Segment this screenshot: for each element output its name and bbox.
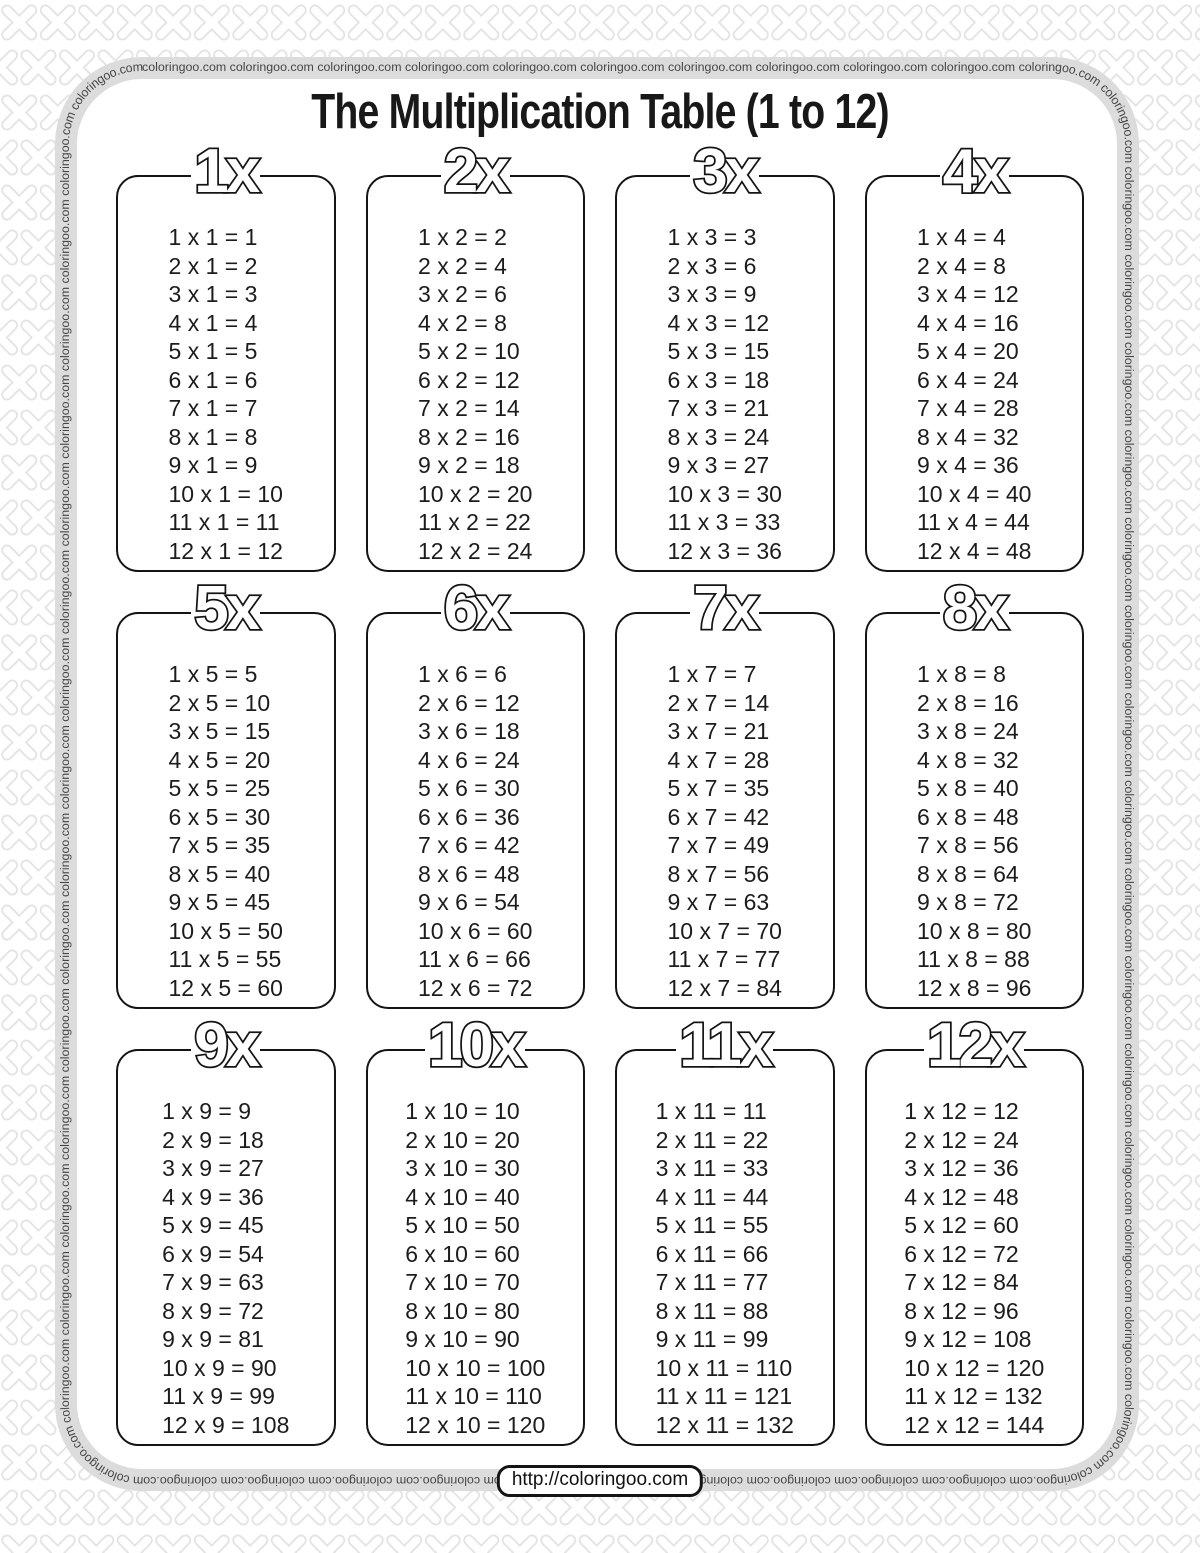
table-header-label: 3x	[690, 137, 761, 206]
table-cell: 9x 1 x 9 = 9 2 x 9 = 18 3 x 9 = 27 4 x 9…	[116, 1011, 336, 1446]
table-cell: 4x 1 x 4 = 4 2 x 4 = 8 3 x 4 = 12 4 x 4 …	[864, 137, 1085, 572]
equation-list: 1 x 6 = 6 2 x 6 = 12 3 x 6 = 18 4 x 6 = …	[418, 661, 533, 1001]
table-header-label: 6x	[440, 574, 511, 643]
table-header-label: 1x	[191, 137, 262, 206]
table-header: 3x	[615, 137, 835, 206]
table-header: 11x	[615, 1011, 835, 1080]
table-header-label: 8x	[939, 574, 1010, 643]
multiplication-table-card: 1 x 7 = 7 2 x 7 = 14 3 x 7 = 21 4 x 7 = …	[615, 612, 835, 1009]
equation-list: 1 x 11 = 11 2 x 11 = 22 3 x 11 = 33 4 x …	[655, 1098, 794, 1438]
multiplication-table-card: 1 x 6 = 6 2 x 6 = 12 3 x 6 = 18 4 x 6 = …	[365, 612, 585, 1009]
tables-grid: 1x 1 x 1 = 1 2 x 1 = 2 3 x 1 = 3 4 x 1 =…	[116, 137, 1085, 1446]
table-header: 1x	[116, 137, 336, 206]
table-cell: 1x 1 x 1 = 1 2 x 1 = 2 3 x 1 = 3 4 x 1 =…	[116, 137, 336, 572]
multiplication-table-card: 1 x 11 = 11 2 x 11 = 22 3 x 11 = 33 4 x …	[615, 1049, 835, 1446]
equation-list: 1 x 7 = 7 2 x 7 = 14 3 x 7 = 21 4 x 7 = …	[667, 661, 782, 1001]
equation-list: 1 x 12 = 12 2 x 12 = 24 3 x 12 = 36 4 x …	[904, 1098, 1045, 1438]
equation-list: 1 x 8 = 8 2 x 8 = 16 3 x 8 = 24 4 x 8 = …	[917, 661, 1032, 1001]
table-header: 2x	[366, 137, 586, 206]
table-cell: 2x 1 x 2 = 2 2 x 2 = 4 3 x 2 = 6 4 x 2 =…	[365, 137, 586, 572]
multiplication-table-card: 1 x 3 = 3 2 x 3 = 6 3 x 3 = 9 4 x 3 = 12…	[615, 175, 835, 572]
table-header-label: 5x	[191, 574, 262, 643]
multiplication-table-card: 1 x 2 = 2 2 x 2 = 4 3 x 2 = 6 4 x 2 = 8 …	[365, 175, 585, 572]
table-cell: 7x 1 x 7 = 7 2 x 7 = 14 3 x 7 = 21 4 x 7…	[615, 574, 835, 1009]
equation-list: 1 x 3 = 3 2 x 3 = 6 3 x 3 = 9 4 x 3 = 12…	[667, 224, 782, 564]
table-header-label: 7x	[690, 574, 761, 643]
multiplication-table-card: 1 x 9 = 9 2 x 9 = 18 3 x 9 = 27 4 x 9 = …	[116, 1049, 336, 1446]
table-cell: 12x 1 x 12 = 12 2 x 12 = 24 3 x 12 = 36 …	[864, 1011, 1085, 1446]
multiplication-table-card: 1 x 12 = 12 2 x 12 = 24 3 x 12 = 36 4 x …	[864, 1049, 1084, 1446]
multiplication-table-card: 1 x 8 = 8 2 x 8 = 16 3 x 8 = 24 4 x 8 = …	[864, 612, 1084, 1009]
table-cell: 5x 1 x 5 = 5 2 x 5 = 10 3 x 5 = 15 4 x 5…	[116, 574, 336, 1009]
table-header: 5x	[116, 574, 336, 643]
table-header: 4x	[865, 137, 1085, 206]
table-header: 6x	[366, 574, 586, 643]
footer-url-box: http://coloringoo.com	[496, 1465, 704, 1497]
equation-list: 1 x 9 = 9 2 x 9 = 18 3 x 9 = 27 4 x 9 = …	[162, 1098, 290, 1438]
table-header: 8x	[865, 574, 1085, 643]
table-header-label: 11x	[676, 1011, 775, 1080]
multiplication-table-card: 1 x 1 = 1 2 x 1 = 2 3 x 1 = 3 4 x 1 = 4 …	[116, 175, 336, 572]
equation-list: 1 x 4 = 4 2 x 4 = 8 3 x 4 = 12 4 x 4 = 1…	[917, 224, 1032, 564]
table-header: 9x	[116, 1011, 336, 1080]
table-cell: 8x 1 x 8 = 8 2 x 8 = 16 3 x 8 = 24 4 x 8…	[864, 574, 1085, 1009]
table-header: 7x	[615, 574, 835, 643]
equation-list: 1 x 2 = 2 2 x 2 = 4 3 x 2 = 6 4 x 2 = 8 …	[418, 224, 533, 564]
page-title: The Multiplication Table (1 to 12)	[311, 85, 889, 139]
table-cell: 11x 1 x 11 = 11 2 x 11 = 22 3 x 11 = 33 …	[615, 1011, 835, 1446]
equation-list: 1 x 10 = 10 2 x 10 = 20 3 x 10 = 30 4 x …	[405, 1098, 546, 1438]
multiplication-table-card: 1 x 10 = 10 2 x 10 = 20 3 x 10 = 30 4 x …	[365, 1049, 585, 1446]
table-header: 10x	[366, 1011, 586, 1080]
table-cell: 3x 1 x 3 = 3 2 x 3 = 6 3 x 3 = 9 4 x 3 =…	[615, 137, 835, 572]
table-header-label: 4x	[939, 137, 1010, 206]
table-header-label: 2x	[440, 137, 511, 206]
table-header-label: 10x	[425, 1011, 527, 1080]
multiplication-table-card: 1 x 5 = 5 2 x 5 = 10 3 x 5 = 15 4 x 5 = …	[116, 612, 336, 1009]
table-cell: 6x 1 x 6 = 6 2 x 6 = 12 3 x 6 = 18 4 x 6…	[365, 574, 586, 1009]
equation-list: 1 x 1 = 1 2 x 1 = 2 3 x 1 = 3 4 x 1 = 4 …	[168, 224, 283, 564]
table-cell: 10x 1 x 10 = 10 2 x 10 = 20 3 x 10 = 30 …	[365, 1011, 586, 1446]
table-header-label: 12x	[924, 1011, 1026, 1080]
table-header: 12x	[865, 1011, 1085, 1080]
table-header-label: 9x	[191, 1011, 262, 1080]
multiplication-table-card: 1 x 4 = 4 2 x 4 = 8 3 x 4 = 12 4 x 4 = 1…	[864, 175, 1084, 572]
equation-list: 1 x 5 = 5 2 x 5 = 10 3 x 5 = 15 4 x 5 = …	[168, 661, 283, 1001]
footer-url-text: http://coloringoo.com	[511, 1469, 689, 1490]
